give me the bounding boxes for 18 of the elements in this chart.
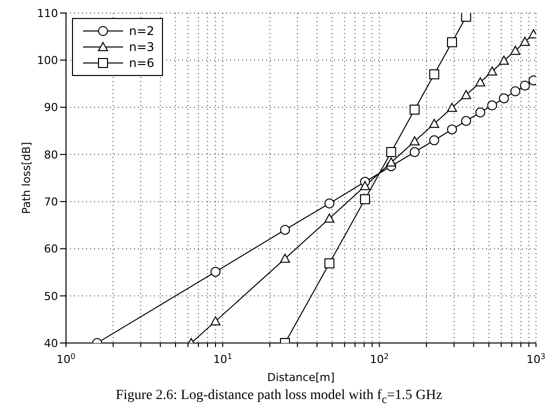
legend-label: n=6 (129, 56, 154, 70)
y-tick-label: 110 (37, 6, 58, 20)
y-tick-label: 50 (44, 290, 58, 303)
legend-label: n=2 (129, 24, 154, 38)
x-tick-label: 10$^{3}$ (526, 352, 546, 366)
x-tick-label: 10$^{0}$ (56, 352, 76, 366)
y-tick-label: 70 (44, 195, 58, 208)
x-tick-label: 10$^{1}$ (213, 352, 232, 366)
legend-label: n=3 (129, 40, 154, 54)
y-tick-label: 90 (44, 101, 58, 114)
y-tick-label: 100 (37, 54, 58, 68)
y-tick-label: 60 (44, 242, 58, 256)
caption: Figure 2.6: Log-distance path loss model with f$_{c}$=1.5 GHz (114, 388, 444, 406)
y-tick-label: 40 (44, 336, 58, 350)
y-tick-label: 80 (44, 148, 58, 162)
x-axis-title: Distance[m] (267, 371, 335, 384)
y-axis-title: Path loss[dB] (20, 142, 33, 214)
x-tick-label: 10$^{2}$ (370, 352, 389, 366)
